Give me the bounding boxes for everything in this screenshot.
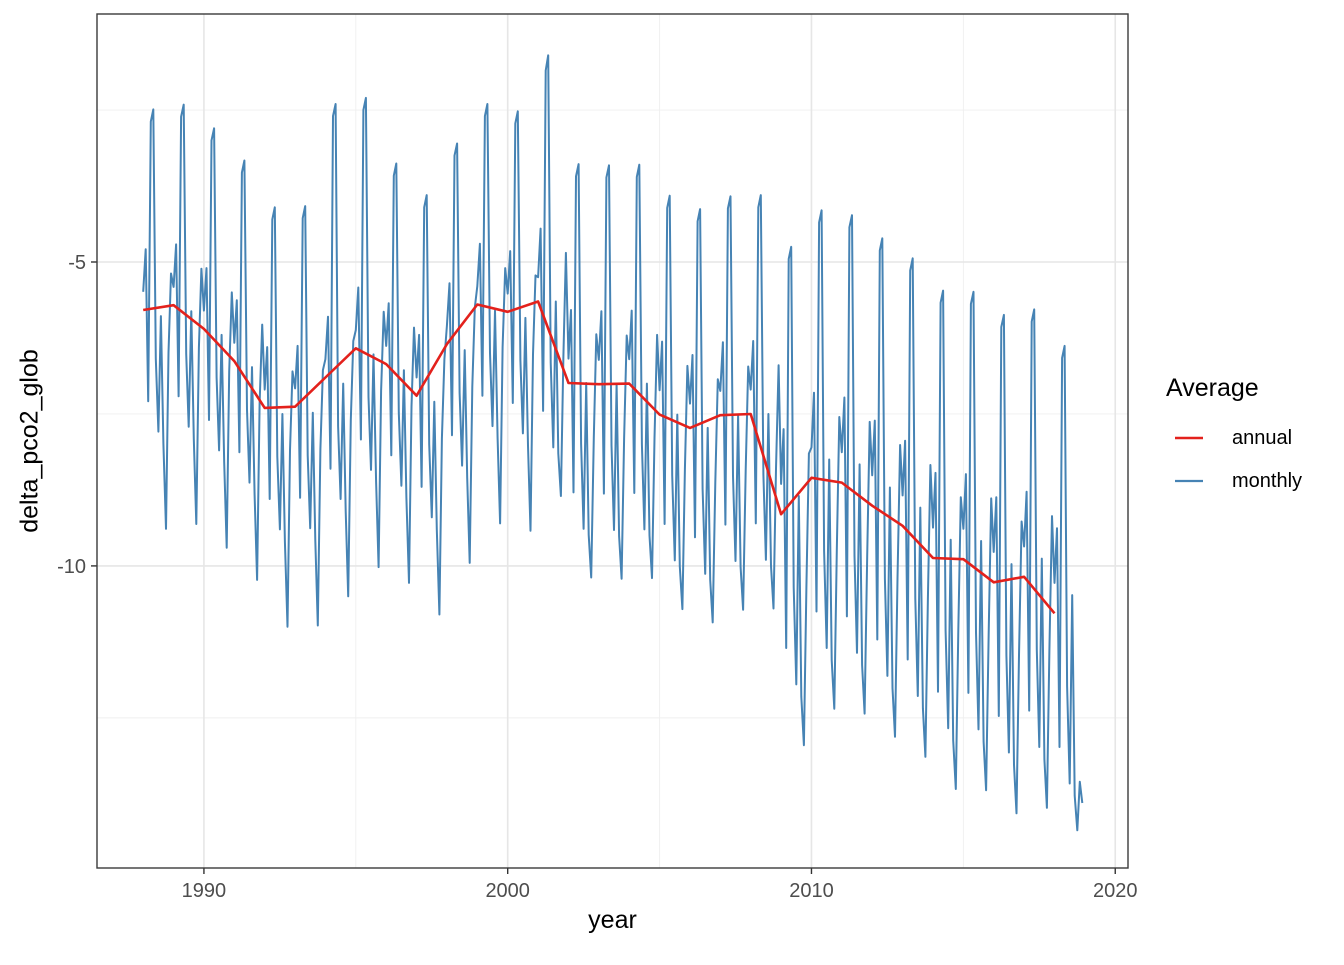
legend-label-annual: annual	[1232, 426, 1293, 449]
y-tick-label: -10	[57, 556, 86, 578]
annual-line	[142, 300, 1056, 615]
legend-entry-monthly: monthly	[1166, 466, 1302, 496]
x-tick-label: 2000	[485, 880, 530, 902]
y-tick-label: -5	[68, 252, 86, 274]
x-tick-label: 2020	[1093, 880, 1138, 902]
monthly-line-key-icon	[1175, 479, 1203, 483]
plot-panel	[97, 14, 1128, 868]
legend-label-monthly: monthly	[1232, 469, 1303, 492]
axes: 1990 2000 2010 2020 -5 -10	[57, 252, 1137, 902]
monthly-line	[142, 54, 1084, 832]
x-axis-title: year	[588, 906, 637, 934]
panel-border	[96, 13, 1129, 869]
annual-line-key-icon	[1175, 436, 1203, 440]
x-tick-label: 1990	[182, 880, 227, 902]
series-lines	[142, 54, 1084, 832]
x-tick-label: 2010	[789, 880, 834, 902]
legend-entry-annual: annual	[1166, 423, 1302, 453]
y-axis-title: delta_pco2_glob	[15, 349, 44, 533]
legend-title: Average	[1166, 374, 1259, 402]
legend: Average annual monthly	[1166, 374, 1302, 509]
